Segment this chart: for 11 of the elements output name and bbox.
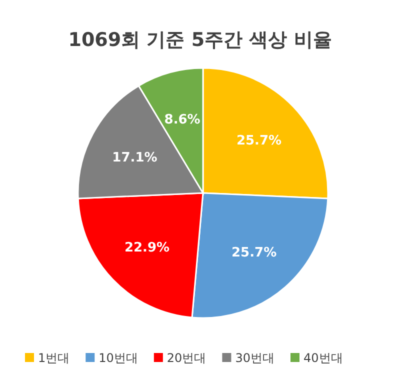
- legend-label: 10번대: [98, 351, 138, 365]
- data-label: 8.6%: [164, 112, 200, 128]
- data-label: 25.7%: [232, 245, 277, 260]
- legend-label: 40번대: [303, 351, 343, 365]
- data-label: 22.9%: [124, 240, 170, 256]
- chart-title: 1069회 기준 5주간 색상 비율: [68, 29, 332, 51]
- legend-label: 30번대: [235, 351, 274, 365]
- legend-label: 20번대: [166, 351, 206, 365]
- data-label: 17.1%: [112, 150, 158, 166]
- data-label: 25.7%: [236, 133, 282, 148]
- legend-label: 1번대: [38, 351, 70, 365]
